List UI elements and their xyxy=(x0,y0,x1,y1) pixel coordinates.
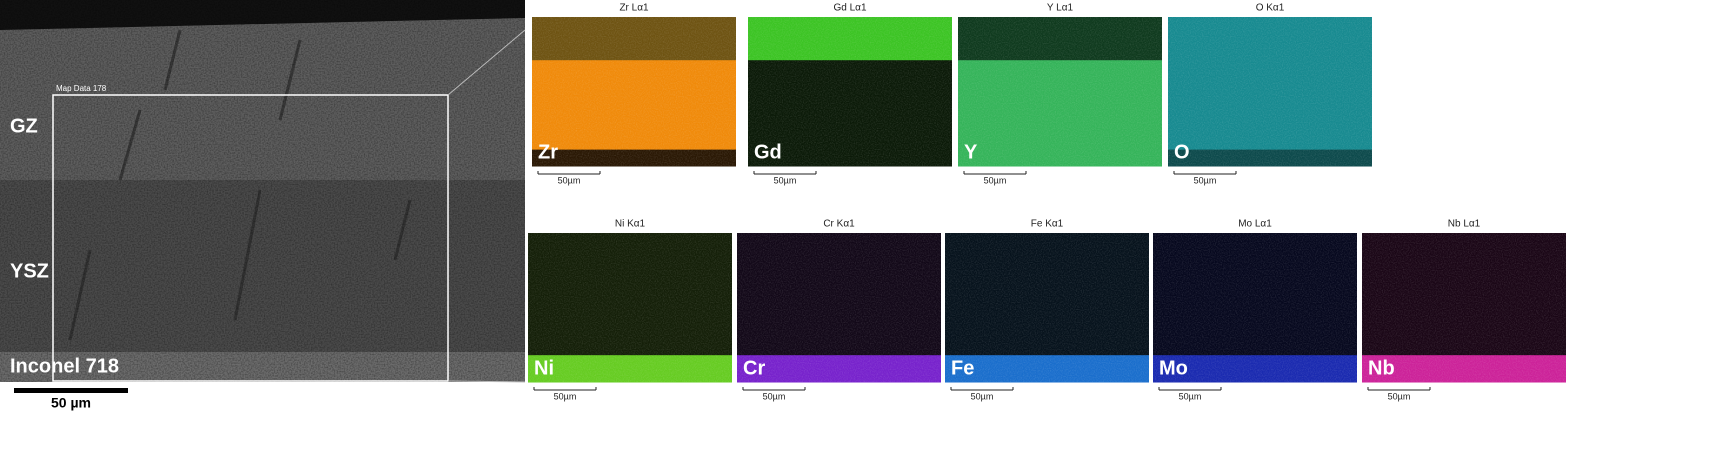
element-label: Gd xyxy=(754,141,782,163)
map-title: O Kα1 xyxy=(1256,3,1285,14)
layer-label: GZ xyxy=(10,115,38,137)
scale-bar-label: 50µm xyxy=(1179,391,1202,401)
map-title: Gd Lα1 xyxy=(833,3,866,14)
zoom-line xyxy=(447,29,526,96)
scale-bar-label: 50µm xyxy=(984,175,1007,185)
element-label: Nb xyxy=(1368,357,1395,379)
map-title: Ni Kα1 xyxy=(615,219,646,230)
scale-bar xyxy=(14,388,128,393)
scale-bar-label: 50µm xyxy=(1194,175,1217,185)
sem-texture xyxy=(0,0,525,382)
element-label: Mo xyxy=(1159,357,1188,379)
map-texture xyxy=(532,17,736,166)
scale-bar-label: 50µm xyxy=(971,391,994,401)
element-label: Fe xyxy=(951,357,974,379)
layer-label: Inconel 718 xyxy=(10,355,119,377)
map-title: Nb Lα1 xyxy=(1448,219,1481,230)
scale-bar-label: 50 µm xyxy=(51,395,91,411)
map-area-label: Map Data 178 xyxy=(56,84,107,93)
map-texture xyxy=(1168,17,1372,166)
map-title: Mo Lα1 xyxy=(1238,219,1272,230)
map-texture xyxy=(528,233,732,382)
map-texture xyxy=(1153,233,1357,382)
scale-bar-label: 50µm xyxy=(1388,391,1411,401)
map-title: Y Lα1 xyxy=(1047,3,1074,14)
map-texture xyxy=(958,17,1162,166)
element-label: O xyxy=(1174,141,1190,163)
zoom-line xyxy=(447,380,526,383)
element-label: Y xyxy=(964,141,978,163)
map-texture xyxy=(748,17,952,166)
map-title: Cr Kα1 xyxy=(823,219,855,230)
element-label: Ni xyxy=(534,357,554,379)
layer-label: YSZ xyxy=(10,260,49,282)
map-title: Zr Lα1 xyxy=(619,3,649,14)
scale-bar-label: 50µm xyxy=(558,175,581,185)
element-label: Cr xyxy=(743,357,765,379)
scale-bar-label: 50µm xyxy=(763,391,786,401)
scale-bar-label: 50µm xyxy=(774,175,797,185)
sem-image: Map Data 178 GZ YSZ Inconel 718 50 µm xyxy=(0,0,525,411)
map-texture xyxy=(945,233,1149,382)
scale-bar-label: 50µm xyxy=(554,391,577,401)
element-label: Zr xyxy=(538,141,558,163)
map-texture xyxy=(1362,233,1566,382)
map-title: Fe Kα1 xyxy=(1031,219,1064,230)
map-texture xyxy=(737,233,941,382)
map-area-box xyxy=(52,94,449,382)
